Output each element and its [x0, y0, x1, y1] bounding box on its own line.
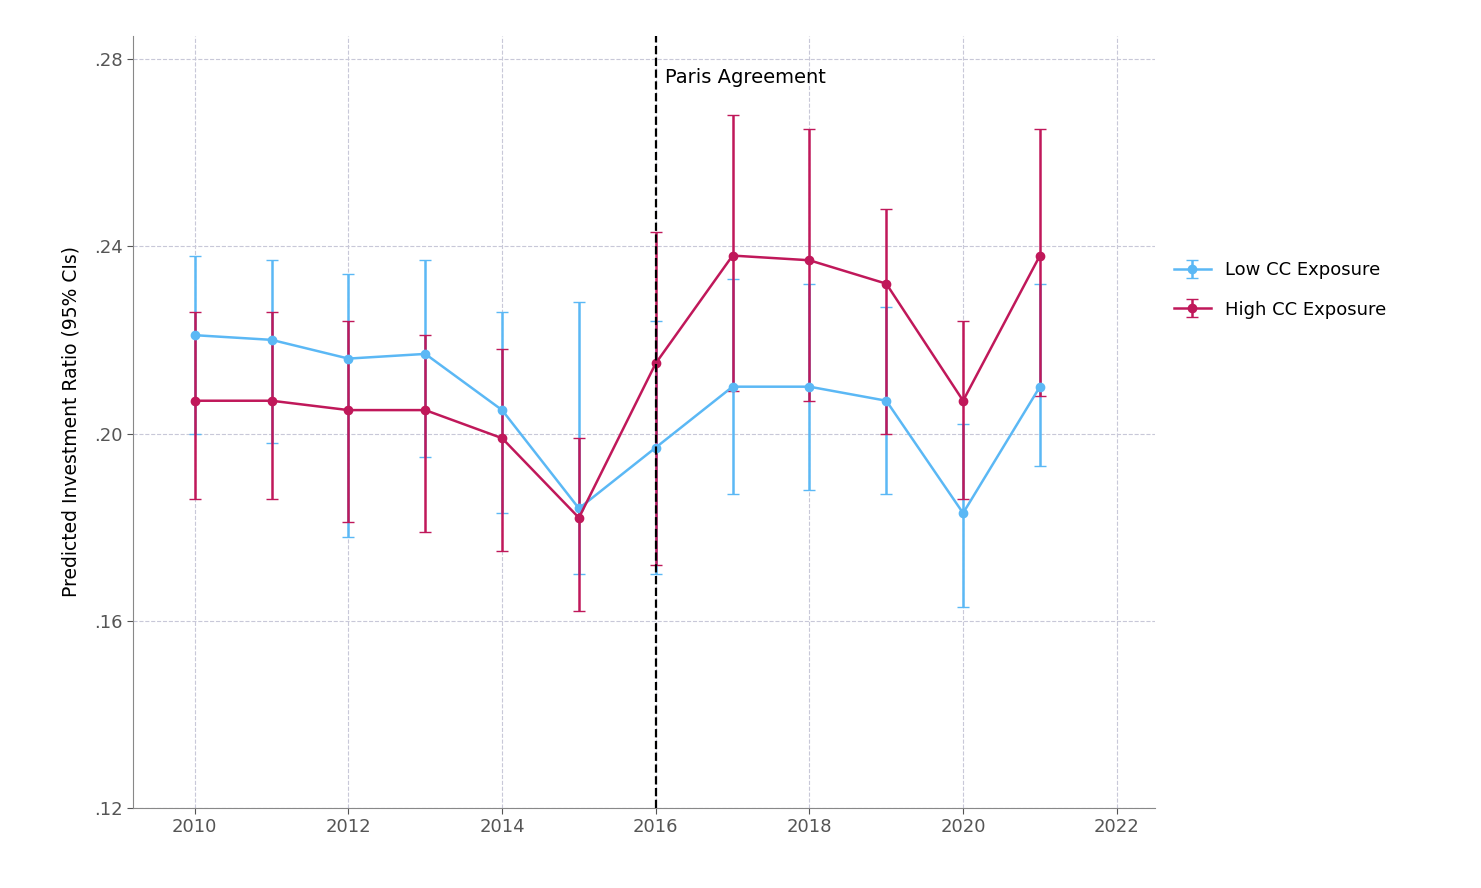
Legend: Low CC Exposure, High CC Exposure: Low CC Exposure, High CC Exposure [1174, 261, 1386, 319]
Text: Paris Agreement: Paris Agreement [665, 68, 826, 87]
Y-axis label: Predicted Investment Ratio (95% CIs): Predicted Investment Ratio (95% CIs) [61, 246, 80, 598]
